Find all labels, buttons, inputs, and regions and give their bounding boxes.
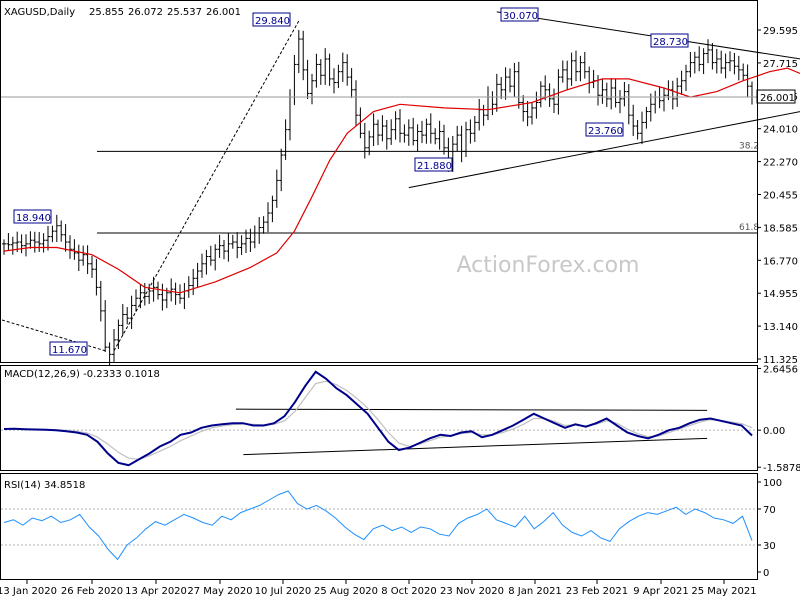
price-annotation-box bbox=[414, 157, 453, 172]
moving-average-line bbox=[3, 67, 800, 294]
fib-level-label: 38.2 bbox=[739, 141, 759, 151]
watermark: ActionForex.com bbox=[457, 253, 640, 278]
x-tick-label: 23 Nov 2020 bbox=[440, 586, 504, 597]
price-annotation-label: 23.760 bbox=[588, 126, 623, 137]
x-tick-label: 25 May 2021 bbox=[691, 586, 756, 597]
fib-levels: 38.2 61.8 bbox=[97, 141, 759, 234]
macd-panel-title: MACD(12,26,9) -0.2333 0.1018 bbox=[4, 369, 160, 380]
macd-y-tick-label: -1.5878 bbox=[763, 463, 800, 474]
x-tick-label: 8 Jan 2021 bbox=[508, 586, 562, 597]
rsi-panel: 100 70 30 0 RSI(14) 34.8518 bbox=[1, 478, 782, 579]
price-y-tick-label: 29.595 bbox=[763, 26, 798, 37]
ohlc-close: 26.001 bbox=[206, 7, 241, 18]
macd-panel: 2.6456 0.00 -1.5878 MACD(12,26,9) -0.2333 … bbox=[1, 364, 800, 474]
price-annotation-box bbox=[500, 7, 539, 22]
x-tick-label: 9 Apr 2021 bbox=[633, 586, 688, 597]
last-price-label: 26.001 bbox=[760, 93, 795, 104]
x-tick-label: 8 Oct 2020 bbox=[381, 586, 436, 597]
x-tick-label: 25 Aug 2020 bbox=[314, 586, 378, 597]
price-y-tick-label: 20.455 bbox=[763, 191, 798, 202]
price-panel-title: XAGUSD,Daily bbox=[4, 7, 75, 18]
price-annotation-label: 18.940 bbox=[16, 213, 51, 224]
price-annotation-label: 29.840 bbox=[255, 16, 290, 27]
price-annotation-box bbox=[585, 122, 624, 137]
x-tick-label: 27 May 2020 bbox=[187, 586, 252, 597]
macd-trendline bbox=[235, 408, 708, 411]
last-price-tag: 26.001 bbox=[756, 89, 796, 104]
price-annotation-box bbox=[650, 33, 689, 48]
x-tick-label: 26 Feb 2020 bbox=[61, 586, 123, 597]
price-panel: ActionForex.com 38.2 61.8 18.940 11.670 29.… bbox=[1, 7, 800, 366]
ohlc-high: 26.072 bbox=[128, 7, 163, 18]
rsi-y-tick-label: 30 bbox=[763, 541, 776, 552]
price-trendline bbox=[496, 11, 800, 60]
price-y-tick-label: 22.270 bbox=[763, 158, 798, 169]
price-annotation-box bbox=[49, 341, 88, 356]
rsi-panel-title: RSI(14) 34.8518 bbox=[4, 480, 85, 491]
rsi-line bbox=[3, 490, 753, 561]
ohlc-low: 25.537 bbox=[167, 7, 202, 18]
price-annotation-label: 21.880 bbox=[417, 161, 452, 172]
price-trendline bbox=[113, 20, 300, 352]
price-y-tick-label: 16.770 bbox=[763, 256, 798, 267]
price-y-tick-label: 24.010 bbox=[763, 125, 798, 136]
price-trendline bbox=[408, 111, 800, 189]
price-trendlines bbox=[1, 11, 800, 352]
macd-y-tick-label: 0.00 bbox=[763, 426, 785, 437]
price-y-tick-label: 11.325 bbox=[763, 355, 798, 366]
rsi-y-tick-label: 0 bbox=[763, 568, 769, 579]
price-annotation-label: 30.070 bbox=[503, 11, 538, 22]
rsi-y-tick-label: 70 bbox=[763, 505, 776, 516]
price-annotation-box bbox=[252, 12, 291, 27]
rsi-panel-border bbox=[0, 473, 758, 580]
price-y-tick-label: 14.955 bbox=[763, 289, 798, 300]
price-y-tick-label: 13.140 bbox=[763, 322, 798, 333]
macd-signal-line bbox=[4, 380, 753, 460]
macd-trendlines bbox=[235, 408, 708, 456]
price-panel-border bbox=[0, 0, 758, 363]
price-annotation-box bbox=[13, 209, 52, 224]
price-bars bbox=[2, 29, 754, 366]
rsi-y-tick-label: 100 bbox=[763, 478, 782, 489]
x-tick-label: 13 Jan 2020 bbox=[0, 586, 57, 597]
price-annotation-label: 28.730 bbox=[653, 37, 688, 48]
macd-y-tick-label: 2.6456 bbox=[763, 364, 798, 375]
ohlc-open: 25.855 bbox=[89, 7, 124, 18]
x-tick-label: 10 Jul 2020 bbox=[255, 586, 312, 597]
price-annotation-label: 11.670 bbox=[52, 345, 87, 356]
x-tick-label: 23 Feb 2021 bbox=[566, 586, 628, 597]
macd-main-line bbox=[3, 370, 753, 467]
price-y-tick-label: 27.715 bbox=[763, 59, 798, 70]
price-y-tick-label: 18.585 bbox=[763, 223, 798, 234]
price-annotations: 18.940 11.670 29.840 21.880 30.070 23.760 28.7… bbox=[13, 7, 689, 356]
macd-trendline bbox=[243, 437, 708, 456]
x-axis: 13 Jan 2020 26 Feb 2020 13 Apr 2020 27 May … bbox=[0, 580, 757, 597]
x-tick-label: 13 Apr 2020 bbox=[125, 586, 187, 597]
fib-level-label: 61.8 bbox=[739, 223, 759, 233]
price-trendline bbox=[1, 319, 106, 352]
macd-panel-border bbox=[0, 365, 758, 471]
